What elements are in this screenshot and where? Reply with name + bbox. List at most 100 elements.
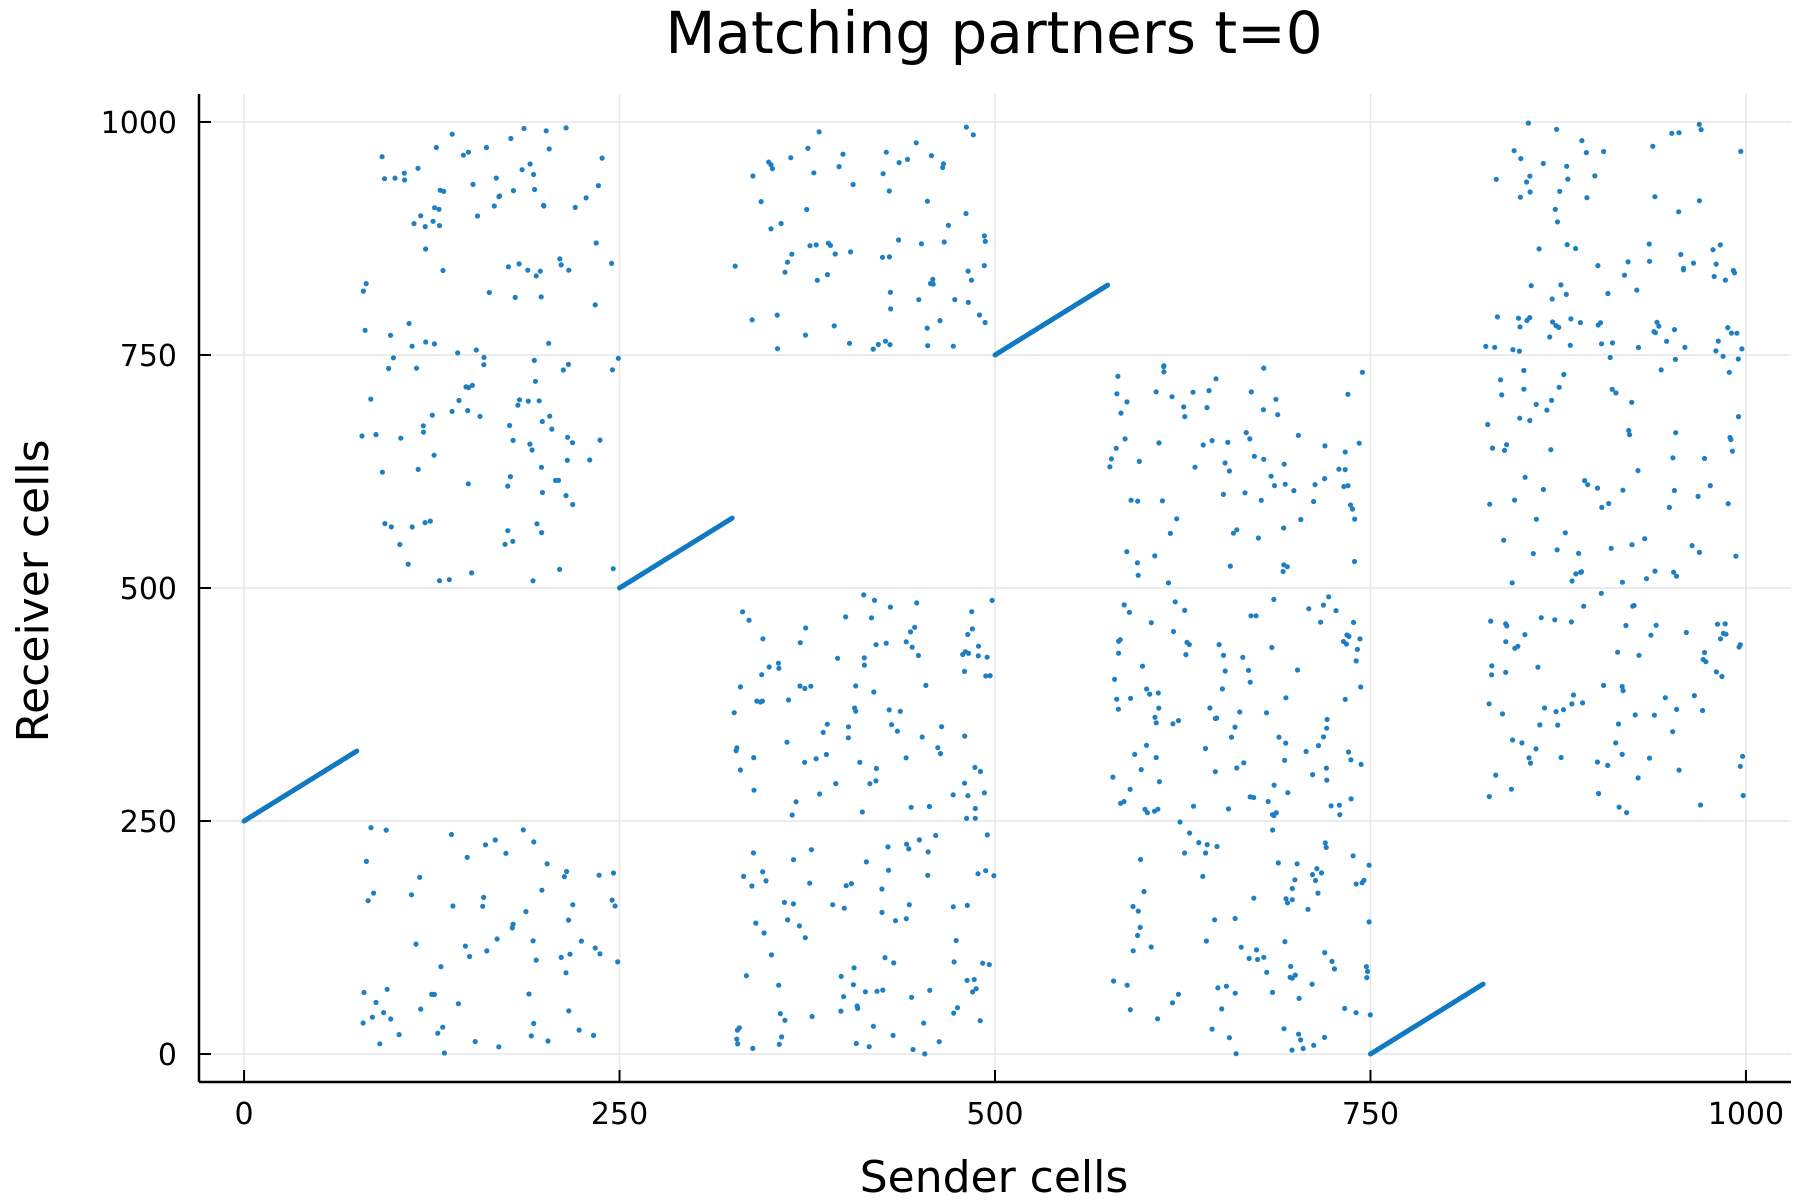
data-point [861,662,868,668]
data-point [896,237,902,243]
data-point [873,778,879,784]
data-point [1155,1016,1161,1022]
data-point [1142,806,1148,812]
data-point [886,707,892,713]
data-point [1165,580,1172,586]
data-point [741,873,747,880]
data-point [1557,188,1563,194]
data-point [991,873,997,879]
data-point [482,842,489,848]
data-point [909,644,915,650]
data-point [1527,760,1534,766]
data-point [886,254,893,260]
data-point [438,964,444,970]
data-point [814,277,820,283]
data-point [977,1018,983,1024]
data-point [1309,981,1315,987]
data-point [1735,356,1741,362]
data-point [827,242,834,248]
y-tick-labels: 0 250 500 750 1000 [101,106,177,1073]
data-point [838,1008,844,1014]
data-point [782,1017,788,1023]
data-point [539,489,546,496]
data-point [1349,506,1356,512]
data-point [599,155,605,161]
data-point [907,629,914,635]
data-point [769,166,776,172]
data-point [1635,775,1641,781]
data-point [1143,742,1150,748]
data-point [885,867,892,873]
data-point [802,935,808,941]
data-point [1322,840,1328,846]
data-point [1605,762,1611,769]
data-point [530,578,536,584]
data-point [811,170,817,176]
data-point [1552,617,1558,623]
data-point [1734,330,1740,336]
data-point [735,1041,741,1047]
data-point [887,289,894,295]
data-point [921,1020,927,1026]
data-point [527,161,533,167]
data-point [1666,504,1672,510]
data-point [570,501,576,508]
data-point [975,653,981,659]
data-point [1652,194,1658,200]
data-point [1632,712,1638,718]
data-point [406,320,412,327]
data-point [388,524,394,530]
data-point [797,683,803,689]
data-point [1156,779,1162,785]
data-point [1536,246,1542,252]
data-point [1552,206,1558,212]
data-point [1524,179,1530,185]
data-point [441,188,447,194]
data-point [951,1010,957,1016]
data-point [1219,686,1225,692]
data-point [423,246,429,252]
data-point [908,804,914,810]
data-point [587,457,593,463]
data-point [963,210,969,217]
data-point [880,987,886,993]
data-point [937,318,943,324]
data-point [1283,695,1289,701]
data-point [1135,498,1141,504]
data-point [1615,721,1622,727]
data-point [1169,1000,1176,1006]
data-point [1269,989,1276,996]
data-point [888,306,894,312]
data-point [1155,690,1161,696]
data-point [1110,774,1116,780]
data-point [1671,569,1677,575]
data-point [1615,649,1621,655]
data-point [852,705,858,711]
data-point [1365,968,1371,975]
data-point [462,943,468,949]
data-point [505,264,511,270]
data-point [460,152,466,158]
data-point [1232,990,1238,996]
data-point [1635,344,1642,351]
data-point [396,1032,402,1038]
data-point [1124,399,1130,405]
data-point [1138,767,1144,773]
data-point [1255,956,1261,963]
data-point [1621,272,1628,278]
data-point [526,991,532,997]
data-point [520,827,526,833]
data-point [1542,705,1548,711]
data-point [784,259,791,265]
data-point [417,874,423,880]
data-point [545,1038,551,1044]
data-point [1356,440,1362,446]
data-point [409,524,415,530]
data-point [1253,613,1259,619]
data-point [885,844,891,850]
data-point [465,408,471,414]
data-point [1670,729,1676,735]
data-point [1512,497,1518,503]
data-point [1196,840,1202,846]
data-point [1312,482,1318,488]
